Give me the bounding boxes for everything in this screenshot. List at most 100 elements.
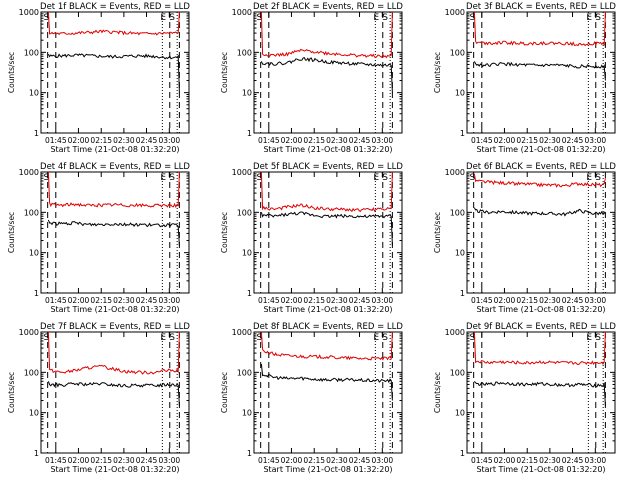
x-tick-label: 02:15 <box>90 296 112 305</box>
y-tick-label: 100 <box>237 368 252 377</box>
y-tick-label: 1 <box>460 289 465 298</box>
y-tick-label: 10 <box>242 409 252 418</box>
x-tick-label: 01:45 <box>471 136 493 145</box>
x-tick-label: 02:00 <box>68 456 90 465</box>
chart-panel: Det 2f BLACK = Events, RED = LLD 1 10 100 10… <box>220 2 403 154</box>
interval-marker-label: E <box>160 173 166 183</box>
interval-marker-label: S <box>169 333 175 343</box>
interval-marker-label: S <box>256 173 262 183</box>
x-tick-label: 01:45 <box>45 136 67 145</box>
lld-series-line <box>47 171 180 209</box>
y-tick-label: 10 <box>29 249 39 258</box>
interval-marker-label: E <box>586 333 592 343</box>
x-tick-label: 02:30 <box>113 296 135 305</box>
interval-marker-label: S <box>382 333 388 343</box>
chart-title: Det 5f BLACK = Events, RED = LLD <box>253 162 403 172</box>
x-tick-label: 02:45 <box>136 136 158 145</box>
y-tick-label: 1000 <box>19 168 39 177</box>
y-tick-label: 10 <box>242 89 252 98</box>
events-series-line <box>47 219 180 246</box>
plot-frame <box>40 331 190 454</box>
chart-title: Det 6f BLACK = Events, RED = LLD <box>466 162 616 172</box>
chart-title: Det 4f BLACK = Events, RED = LLD <box>40 162 190 172</box>
y-tick-label: 10 <box>29 409 39 418</box>
y-axis-label: Counts/sec <box>220 372 229 413</box>
x-axis-label: Start Time (21-Oct-08 01:32:20) <box>476 465 605 474</box>
y-tick-label: 1 <box>34 449 39 458</box>
y-tick-label: 10 <box>455 89 465 98</box>
x-tick-label: 02:45 <box>562 296 584 305</box>
chart-panel: Det 4f BLACK = Events, RED = LLD 1 10 100 10… <box>7 162 190 314</box>
x-tick-label: 02:30 <box>326 136 348 145</box>
y-axis-label: Counts/sec <box>220 52 229 93</box>
y-tick-label: 100 <box>450 48 465 57</box>
interval-marker-label: E <box>160 333 166 343</box>
plot-frame <box>466 171 616 294</box>
x-tick-label: 02:15 <box>516 136 538 145</box>
y-axis-label: Counts/sec <box>7 52 16 93</box>
interval-marker-label: E <box>373 173 379 183</box>
y-tick-label: 1000 <box>19 8 39 17</box>
x-tick-label: 03:00 <box>585 456 607 465</box>
interval-marker-label: S <box>469 333 475 343</box>
x-tick-label: 02:00 <box>68 136 90 145</box>
x-tick-label: 02:30 <box>326 296 348 305</box>
events-series-line <box>474 380 606 406</box>
x-tick-label: 02:15 <box>303 136 325 145</box>
x-tick-label: 02:15 <box>516 456 538 465</box>
interval-marker-label: S <box>43 13 49 23</box>
events-series-line <box>260 211 393 246</box>
events-series-line <box>47 53 180 93</box>
plot-frame <box>40 171 190 294</box>
y-axis-label: Counts/sec <box>433 212 442 253</box>
events-series-line <box>260 56 393 93</box>
interval-marker-label: E <box>160 13 166 23</box>
y-tick-label: 1 <box>247 129 252 138</box>
x-tick-label: 02:15 <box>303 296 325 305</box>
y-axis-label: Counts/sec <box>433 52 442 93</box>
x-axis-label: Start Time (21-Oct-08 01:32:20) <box>50 465 179 474</box>
lld-series-line <box>473 11 606 47</box>
lld-series-line <box>260 11 393 59</box>
chart-panel: Det 7f BLACK = Events, RED = LLD 1 10 100 10… <box>7 322 190 474</box>
lld-series-line <box>47 331 180 375</box>
y-tick-label: 100 <box>450 208 465 217</box>
x-tick-label: 01:45 <box>45 456 67 465</box>
x-tick-label: 02:30 <box>326 456 348 465</box>
y-tick-label: 100 <box>24 368 39 377</box>
y-tick-label: 100 <box>450 368 465 377</box>
x-tick-label: 02:30 <box>539 296 561 305</box>
x-tick-label: 02:15 <box>303 456 325 465</box>
plot-frame <box>466 331 616 454</box>
x-tick-label: 02:45 <box>136 296 158 305</box>
plot-frame <box>40 11 190 134</box>
x-tick-label: 03:00 <box>372 296 394 305</box>
x-tick-label: 02:00 <box>281 136 303 145</box>
interval-marker-label: S <box>256 13 262 23</box>
chart-title: Det 9f BLACK = Events, RED = LLD <box>466 322 616 332</box>
x-tick-label: 02:30 <box>113 136 135 145</box>
x-tick-label: 02:15 <box>90 456 112 465</box>
x-axis-label: Start Time (21-Oct-08 01:32:20) <box>263 465 392 474</box>
x-tick-label: 02:30 <box>539 136 561 145</box>
chart-title: Det 1f BLACK = Events, RED = LLD <box>40 2 190 12</box>
x-tick-label: 02:45 <box>349 136 371 145</box>
chart-title: Det 3f BLACK = Events, RED = LLD <box>466 2 616 12</box>
x-axis-label: Start Time (21-Oct-08 01:32:20) <box>50 145 179 154</box>
y-axis-label: Counts/sec <box>220 212 229 253</box>
x-tick-label: 02:00 <box>281 456 303 465</box>
x-tick-label: 02:30 <box>113 456 135 465</box>
interval-marker-label: S <box>43 333 49 343</box>
x-tick-label: 01:45 <box>258 136 280 145</box>
y-tick-label: 10 <box>242 249 252 258</box>
x-tick-label: 03:00 <box>159 136 181 145</box>
interval-marker-label: S <box>169 173 175 183</box>
chart-title: Det 7f BLACK = Events, RED = LLD <box>40 322 190 332</box>
x-tick-label: 02:45 <box>349 456 371 465</box>
x-tick-label: 02:45 <box>562 136 584 145</box>
x-tick-label: 02:00 <box>281 296 303 305</box>
chart-panel: Det 8f BLACK = Events, RED = LLD 1 10 100 10… <box>220 322 403 474</box>
interval-marker-label: S <box>469 173 475 183</box>
x-tick-label: 03:00 <box>159 456 181 465</box>
y-tick-label: 1 <box>34 289 39 298</box>
